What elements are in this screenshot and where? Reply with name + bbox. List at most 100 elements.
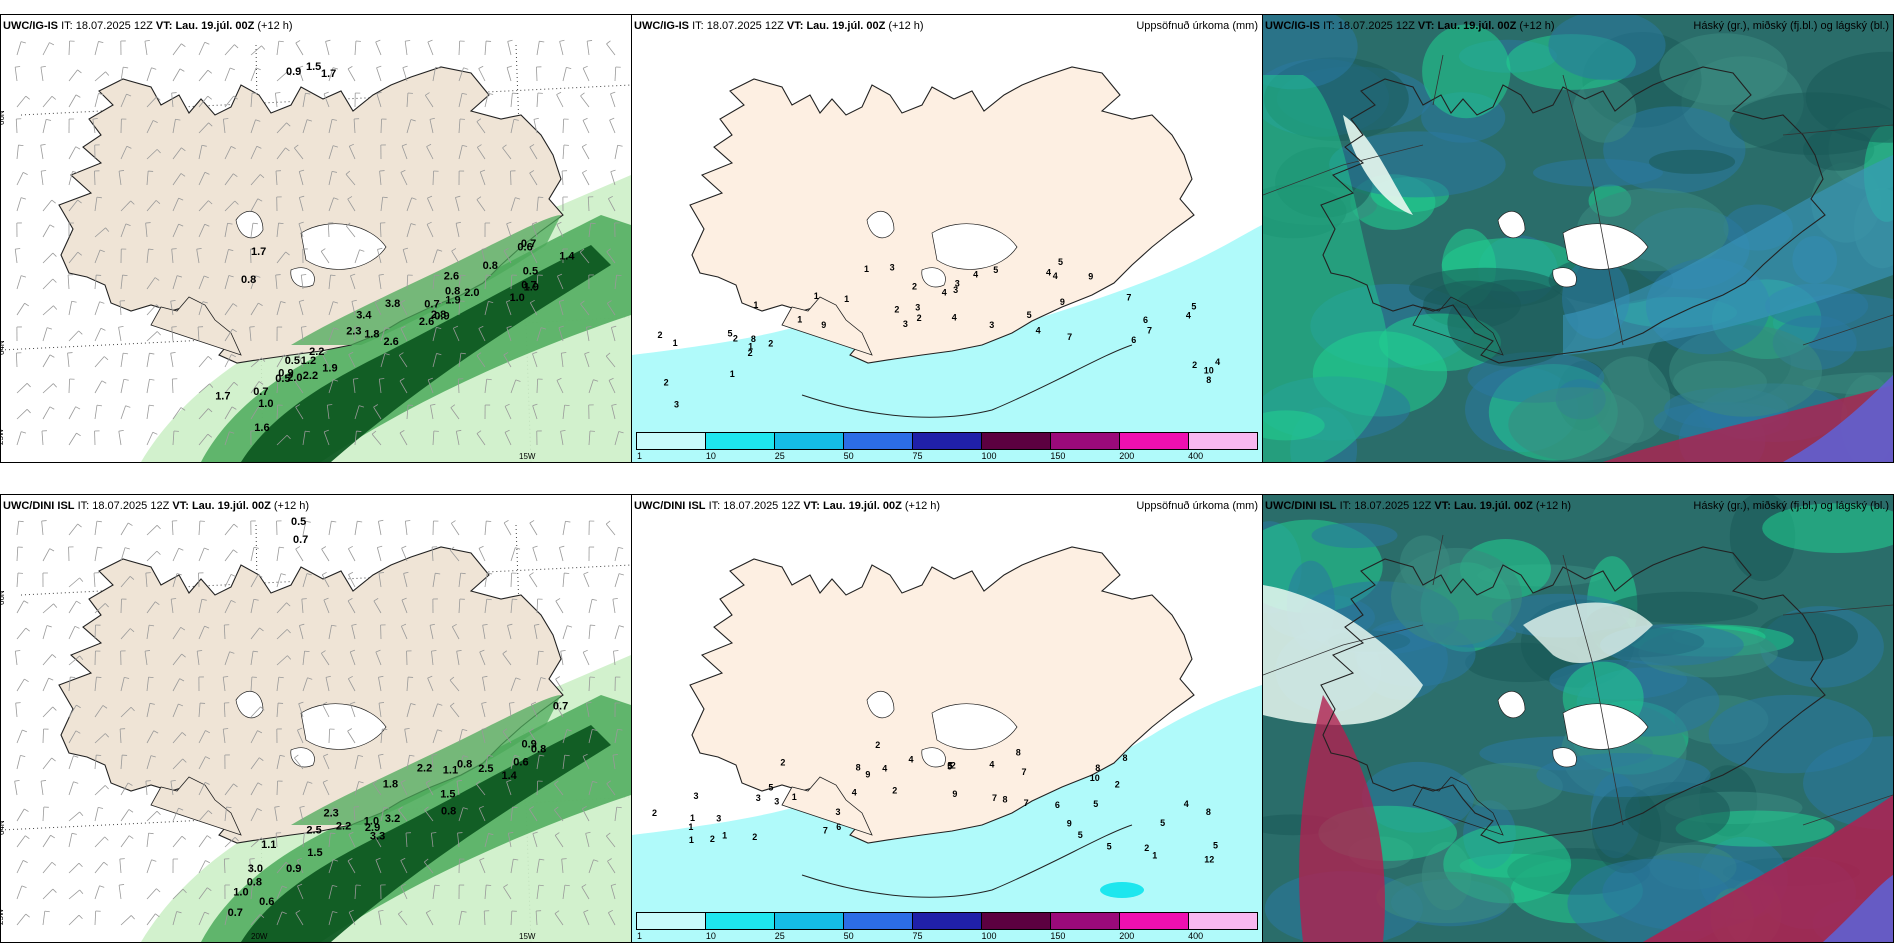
precip-value-label: 5: [728, 328, 733, 338]
wind-value-label: 1.0: [233, 887, 248, 899]
wind-value-label: 2.2: [303, 370, 318, 382]
precip-value-label: 8: [1206, 375, 1211, 385]
precip-value-label: 4: [852, 788, 857, 798]
wind-value-label: 0.8: [441, 805, 456, 817]
wind-value-label: 1.9: [445, 295, 460, 307]
precip-value-label: 2: [1144, 843, 1149, 853]
precip-value-label: 7: [1126, 293, 1131, 303]
precip-value-label: 7: [823, 825, 828, 835]
precip-legend-labels: 1 10 25 50 75 100 150 200 400: [636, 930, 1256, 942]
legend-swatch: [1051, 433, 1120, 449]
map-header: UWC/DINI ISL IT: 18.07.2025 12Z VT: Lau.…: [3, 500, 310, 512]
lon-label-25: 25W: [1, 428, 5, 445]
wind-value-label: 2.3: [346, 325, 361, 337]
precip-value-label: 2: [658, 330, 663, 340]
wind-value-label: 0.7: [424, 298, 439, 310]
wind-value-label: 0.8: [483, 260, 498, 272]
wind-value-label: 0.9: [286, 66, 301, 78]
precip-value-label: 12: [1204, 854, 1214, 864]
lat-label-66: 66N: [1, 110, 6, 125]
precip-value-label: 3: [674, 399, 679, 409]
precip-value-label: 4: [1053, 271, 1058, 281]
legend-label: 150: [1050, 931, 1066, 941]
precip-title: Uppsöfnuð úrkoma (mm): [1136, 20, 1258, 32]
precip-value-label: 6: [836, 822, 841, 832]
cloud-title: Háský (gr.), miðský (fj.bl.) og lágský (…: [1693, 500, 1889, 512]
wind-value-label: 0.7: [553, 700, 568, 712]
wind-barbs: [14, 39, 624, 446]
wind-value-label: 1.4: [502, 770, 518, 782]
legend-swatch: [775, 433, 844, 449]
precip-value-label: 4: [952, 313, 957, 323]
precip-value-label: 1: [814, 291, 819, 301]
wind-value-label: 2.2: [336, 821, 351, 833]
map-header: UWC/DINI ISL IT: 18.07.2025 12Z VT: Lau.…: [634, 500, 941, 512]
precip-value-label: 10: [1204, 366, 1214, 376]
precip-value-label: 1: [722, 831, 727, 841]
wind-value-label: 1.7: [215, 391, 230, 403]
wind-value-label: 1.8: [364, 329, 379, 341]
wind-value-label: 0.9: [522, 738, 537, 750]
wind-value-label: 2.0: [287, 372, 302, 384]
wind-value-label: 2.5: [478, 763, 493, 775]
cloud-map-bottom: UWC/DINI ISL IT: 18.07.2025 12Z VT: Lau.…: [1262, 494, 1894, 943]
precip-value-label: 8: [1016, 748, 1021, 758]
map-header: UWC/IG-IS IT: 18.07.2025 12Z VT: Lau. 19…: [634, 20, 924, 32]
precip-value-label: 8: [1123, 753, 1128, 763]
precip-value-label: 5: [1213, 840, 1218, 850]
wind-value-label: 1.1: [261, 839, 276, 851]
legend-label: 200: [1119, 931, 1135, 941]
precip-value-label: 8: [856, 763, 861, 773]
precip-value-label: 5: [993, 265, 998, 275]
precip-value-label: 1: [748, 341, 753, 351]
precip-value-label: 2: [748, 348, 753, 358]
wind-value-label: 1.2: [301, 355, 316, 367]
precip-value-label: 5: [1160, 818, 1165, 828]
precip-value-label: 1: [797, 314, 802, 324]
legend-swatch: [706, 913, 775, 929]
map-header: UWC/IG-IS IT: 18.07.2025 12Z VT: Lau. 19…: [1265, 20, 1555, 32]
wind-value-label: 2.6: [384, 336, 399, 348]
legend-label: 50: [843, 931, 854, 941]
precip-value-label: 2: [752, 832, 757, 842]
precip-value-label: 3: [953, 285, 958, 295]
precip-value-label: 3: [915, 303, 920, 313]
legend-swatch: [1189, 433, 1257, 449]
precip-value-label: 5: [948, 761, 953, 771]
precip-value-label: 10: [1090, 773, 1100, 783]
legend-swatch: [982, 433, 1051, 449]
precip-value-label: 1: [730, 369, 735, 379]
wind-barbs: [14, 519, 624, 926]
wind-values: 0.50.70.70.80.63.01.01.11.50.92.22.5 2.92…: [228, 516, 569, 919]
wind-value-label: 0.7: [521, 280, 536, 292]
precip-value-label: 8: [751, 334, 756, 344]
cloud-map-top: UWC/IG-IS IT: 18.07.2025 12Z VT: Lau. 19…: [1262, 14, 1894, 463]
legend-label: 200: [1119, 451, 1135, 461]
wind-value-label: 1.0: [510, 292, 525, 304]
legend-swatch: [913, 913, 982, 929]
wind-value-label: 3.8: [385, 298, 400, 310]
lat-label-64: 64N: [1, 820, 6, 835]
wind-value-label: 3.4: [356, 310, 372, 322]
precip-value-label: 1: [792, 792, 797, 802]
wind-value-label: 0.7: [293, 534, 308, 546]
wind-value-label: 0.5: [523, 266, 538, 278]
wind-value-label: 1.7: [251, 246, 266, 258]
precip-value-label: 2: [1115, 780, 1120, 790]
wind-value-label: 0.5: [285, 355, 300, 367]
precip-value-label: 5: [1093, 799, 1098, 809]
precip-value-label: 1: [673, 338, 678, 348]
precip-value-label: 2: [1192, 360, 1197, 370]
precip-value-label: 4: [1036, 325, 1041, 335]
cloud-shading: [1263, 495, 1893, 942]
lon-label-15: 15W: [519, 452, 536, 461]
precip-value-label: 2: [733, 334, 738, 344]
precip-value-label: 7: [1022, 767, 1027, 777]
precip-value-label: 1: [1152, 851, 1157, 861]
precip-value-label: 5: [1078, 830, 1083, 840]
wind-value-label: 1.0: [364, 816, 379, 828]
precip-value-label: 8: [1095, 763, 1100, 773]
wind-value-label: 0.7: [521, 238, 536, 250]
